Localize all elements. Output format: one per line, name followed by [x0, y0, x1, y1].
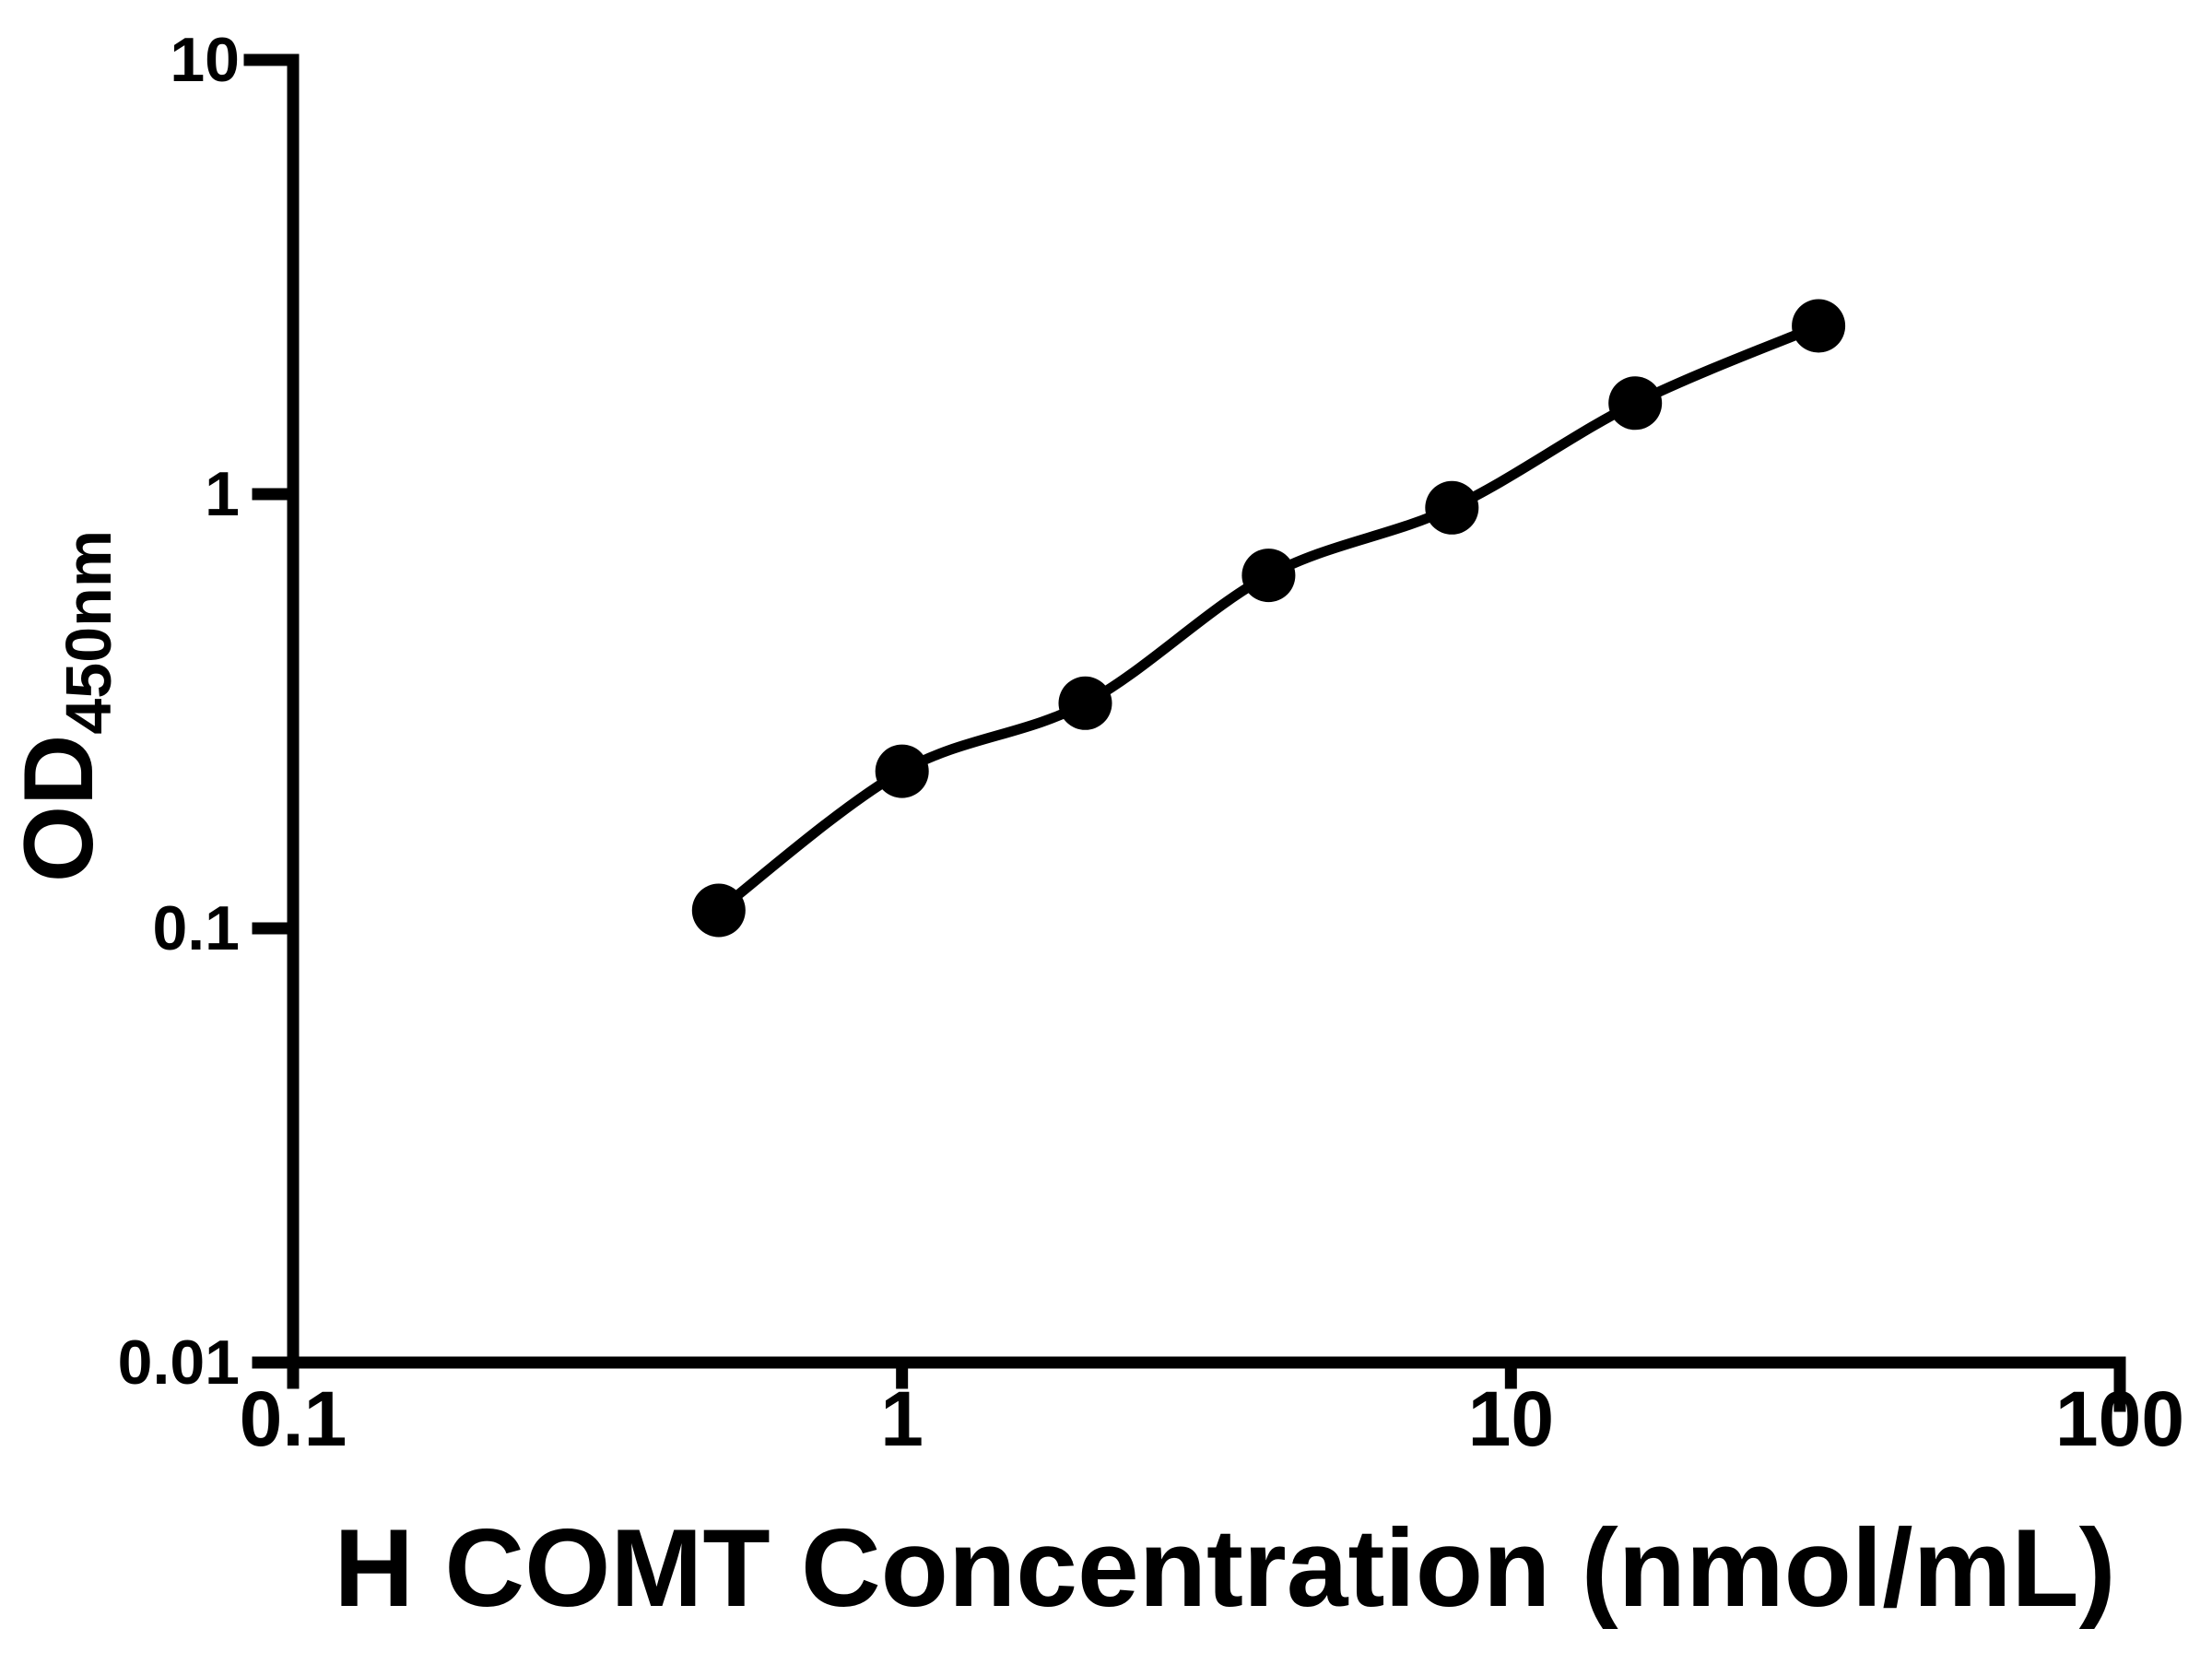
svg-text:0.01: 0.01: [118, 1328, 240, 1398]
svg-text:10: 10: [170, 25, 240, 95]
svg-text:0.1: 0.1: [152, 893, 240, 963]
svg-text:H COMT Concentration (nmol/mL): H COMT Concentration (nmol/mL): [334, 1506, 2115, 1630]
svg-text:1: 1: [205, 459, 240, 529]
svg-text:10: 10: [1468, 1375, 1554, 1462]
svg-text:1: 1: [880, 1375, 924, 1462]
svg-text:100: 100: [2055, 1375, 2184, 1462]
svg-text:OD450nm: OD450nm: [3, 530, 124, 882]
svg-text:0.1: 0.1: [240, 1375, 347, 1462]
